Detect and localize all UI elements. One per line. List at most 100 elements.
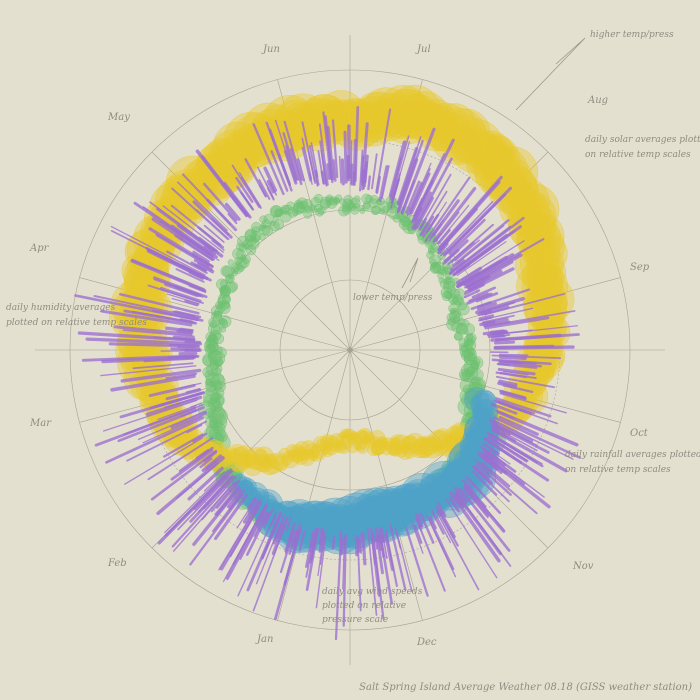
wind-spike [224,202,241,221]
wind-spike [490,425,538,452]
wind-spike [279,529,295,574]
wind-spike [484,438,550,482]
month-label-jul: Jul [415,44,431,55]
solar-bubble [520,190,546,215]
wind-spike [164,257,206,279]
wind-spike [326,163,331,180]
humidity-bubble [207,341,219,353]
wind-spike [493,419,574,460]
solar-bubble [440,435,464,459]
wind-spike [317,150,325,185]
wind-spike [192,200,233,239]
wind-spike [499,355,527,360]
wind-spike [170,448,214,481]
solar-bubble [278,447,291,460]
wind-spike [260,519,280,560]
wind-spike [334,530,343,641]
wind-spike [171,475,237,548]
humidity-bubble [460,371,471,382]
wind-spike [464,483,505,532]
wind-spike [482,314,515,324]
wind-spike [233,196,250,217]
wind-spike [471,470,498,496]
wind-spike [381,165,390,199]
wind-spike [319,530,326,565]
wind-spike [162,205,224,253]
month-label-aug: Aug [587,95,608,106]
wind-spike [117,406,205,443]
wind-spike [283,120,303,181]
wind-spike [301,146,312,182]
humidity-bubble [282,204,293,215]
wind-spike [110,374,196,392]
higher-arrow [515,37,586,111]
wind-spike [449,490,501,563]
wind-spike [456,253,515,289]
wind-spike [105,416,205,464]
wind-spike [463,289,481,299]
wind-spike [419,190,448,236]
wind-spike [371,153,378,190]
wind-spike [157,404,197,421]
wind-spike [151,217,215,261]
wind-spike [197,262,215,274]
wind-spike [484,316,550,330]
solar-bubble [508,201,557,251]
humidity-bubble [218,315,232,328]
wind-spike [448,218,486,255]
annotation-solar-2: on relative temp scales [585,150,691,160]
wind-spike [491,354,562,359]
wind-spike [367,175,371,191]
wind-spike [424,176,471,242]
annotation-solar-1: daily solar averages plotted [585,135,700,145]
solar-bubble [367,442,381,457]
rainfall-bubble [375,503,407,535]
solar-bubble [281,102,320,141]
solar-bubble [510,189,538,218]
wind-spike [171,187,229,240]
solar-bubble [417,100,444,127]
wind-spike [379,534,394,605]
wind-spike [468,292,489,303]
month-label-sep: Sep [630,262,650,273]
wind-spike [486,431,544,468]
wind-spike [203,471,225,492]
wind-spike [305,531,315,568]
humidity-bubble [342,198,354,210]
solar-bubble [438,113,466,140]
month-label-jan: Jan [255,634,273,645]
humidity-bubble [461,327,469,335]
wind-spike [175,268,205,283]
wind-spike [472,465,494,485]
wind-spike [448,225,512,275]
wind-spike [390,135,410,201]
wind-spike [152,309,204,322]
wind-spike [288,529,298,555]
wind-spike [428,518,455,571]
wind-spike [437,502,447,517]
solar-bubble [238,451,252,466]
wind-spike [442,248,460,265]
humidity-bubble [210,305,224,318]
humidity-bubble [221,294,232,304]
wind-spike [483,452,526,486]
wind-spike [193,263,207,272]
solar-bubble [196,145,233,182]
wind-spike [172,310,195,317]
wind-spike [400,127,436,215]
wind-spike [340,158,345,186]
wind-spike [498,379,518,387]
wind-spike [426,514,457,578]
humidity-bubble [202,366,213,378]
wind-spike [464,283,485,295]
wind-spike [110,225,206,276]
wind-spike [148,384,196,398]
wind-spike [495,397,552,418]
humidity-bubble [219,318,228,326]
wind-spike [452,225,522,277]
wind-spike [495,375,555,389]
wind-spike [374,535,379,550]
wind-spike [456,253,482,273]
wind-spike [461,479,487,508]
wind-spike [415,513,424,528]
